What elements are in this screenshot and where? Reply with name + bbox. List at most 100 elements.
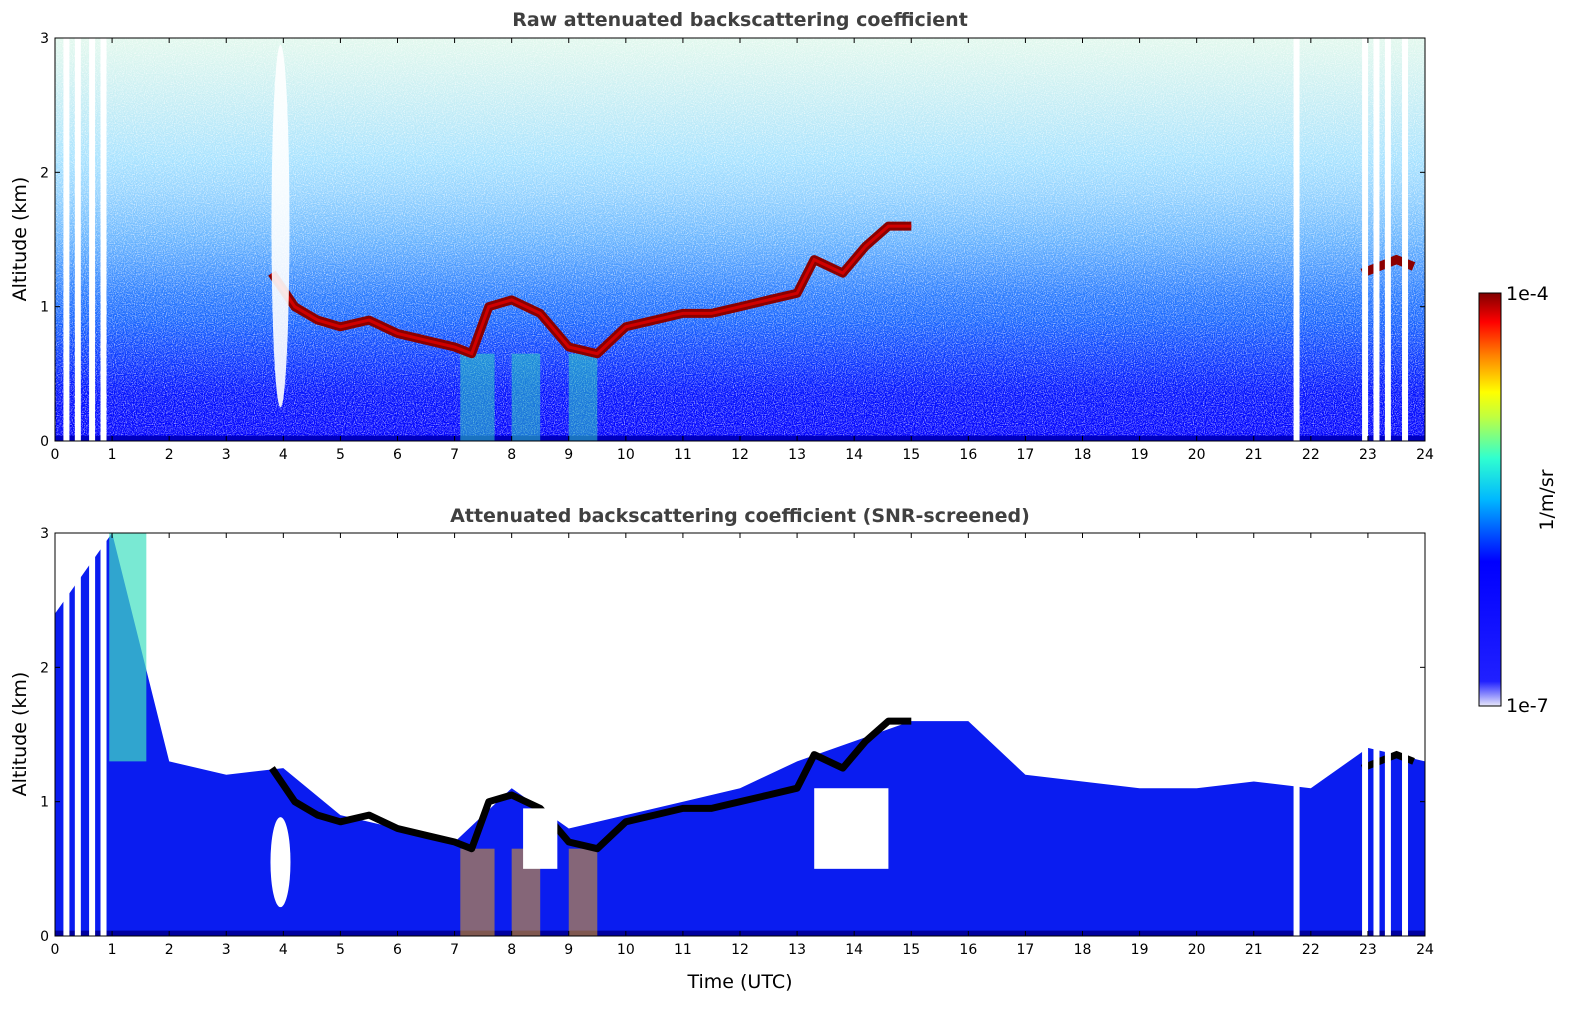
panel-screened-title: Attenuated backscattering coefficient (S… bbox=[450, 505, 1030, 527]
data-gap bbox=[1402, 533, 1409, 936]
data-gap bbox=[63, 533, 70, 936]
x-tick-label: 12 bbox=[731, 942, 749, 958]
x-tick-label: 7 bbox=[450, 447, 459, 463]
x-tick-label: 21 bbox=[1245, 447, 1263, 463]
panel-raw: Raw attenuated backscattering coefficien… bbox=[9, 9, 1434, 463]
x-tick-label: 16 bbox=[959, 447, 977, 463]
x-tick-label: 2 bbox=[165, 942, 174, 958]
x-tick-label: 23 bbox=[1359, 447, 1377, 463]
data-gap bbox=[89, 38, 96, 441]
panel-raw-plot-area bbox=[55, 38, 1425, 441]
x-tick-label: 15 bbox=[902, 942, 920, 958]
x-tick-label: 20 bbox=[1188, 447, 1206, 463]
precip-streak bbox=[460, 353, 495, 441]
x-tick-label: 3 bbox=[222, 447, 231, 463]
data-gap bbox=[1362, 38, 1369, 441]
panel-screened-ticks: 0 1 2 3 4 5 6 7 8 9 10 11 12 13 14 15 16 17 18 19 20 21 22 23 24… bbox=[40, 526, 1434, 958]
x-tick-label: 12 bbox=[731, 447, 749, 463]
y-tick-label: 0 bbox=[40, 434, 49, 450]
panel-screened-ylabel: Altitude (km) bbox=[9, 672, 31, 797]
y-tick-label: 1 bbox=[40, 795, 49, 811]
x-tick-label: 4 bbox=[279, 447, 288, 463]
x-tick-label: 13 bbox=[788, 942, 806, 958]
x-tick-label: 5 bbox=[336, 447, 345, 463]
x-tick-label: 18 bbox=[1074, 447, 1092, 463]
x-tick-label: 18 bbox=[1074, 942, 1092, 958]
colorbar-gradient bbox=[1478, 292, 1502, 707]
data-gap bbox=[63, 38, 70, 441]
data-gap bbox=[1384, 533, 1391, 936]
data-gap bbox=[100, 533, 107, 936]
data-gap bbox=[1402, 38, 1409, 441]
x-tick-label: 9 bbox=[564, 447, 573, 463]
cloud-base-layer bbox=[269, 717, 912, 853]
x-tick-label: 13 bbox=[788, 447, 806, 463]
x-tick-label: 14 bbox=[845, 447, 863, 463]
data-gap bbox=[1362, 533, 1369, 936]
panel-screened-plot-area bbox=[55, 533, 1425, 936]
panel-raw-title: Raw attenuated backscattering coefficien… bbox=[512, 9, 968, 31]
data-gap bbox=[1373, 533, 1380, 936]
y-tick-label: 3 bbox=[40, 526, 49, 542]
panel-raw-ylabel: Altitude (km) bbox=[9, 177, 31, 302]
x-tick-label: 4 bbox=[279, 942, 288, 958]
x-tick-label: 14 bbox=[845, 942, 863, 958]
x-tick-label: 10 bbox=[617, 942, 635, 958]
x-tick-label: 8 bbox=[507, 942, 516, 958]
screened-column bbox=[270, 817, 291, 908]
colorbar: 1e-4 1e-7 1/m/sr bbox=[1478, 283, 1558, 717]
y-tick-label: 3 bbox=[40, 31, 49, 47]
x-tick-label: 1 bbox=[108, 447, 117, 463]
screened-region bbox=[523, 808, 558, 869]
x-tick-label: 17 bbox=[1017, 447, 1035, 463]
y-tick-label: 2 bbox=[40, 165, 49, 181]
x-tick-label: 8 bbox=[507, 447, 516, 463]
x-tick-label: 6 bbox=[393, 447, 402, 463]
x-tick-label: 9 bbox=[564, 942, 573, 958]
x-tick-label: 11 bbox=[674, 942, 692, 958]
data-gap bbox=[100, 38, 107, 441]
x-axis-label: Time (UTC) bbox=[686, 971, 792, 993]
colorbar-min-label: 1e-7 bbox=[1506, 695, 1549, 717]
data-gap bbox=[1384, 38, 1391, 441]
precip-streak bbox=[568, 848, 598, 936]
x-tick-label: 5 bbox=[336, 942, 345, 958]
y-tick-label: 2 bbox=[40, 660, 49, 676]
x-tick-label: 11 bbox=[674, 447, 692, 463]
y-tick-label: 0 bbox=[40, 929, 49, 945]
x-tick-label: 22 bbox=[1302, 447, 1320, 463]
x-tick-label: 1 bbox=[108, 942, 117, 958]
precip-streak bbox=[568, 353, 598, 441]
data-gap bbox=[1293, 533, 1300, 936]
x-tick-label: 21 bbox=[1245, 942, 1263, 958]
attenuated-column bbox=[271, 44, 290, 408]
precip-streak bbox=[460, 848, 495, 936]
x-tick-label: 22 bbox=[1302, 942, 1320, 958]
colorbar-unit-label: 1/m/sr bbox=[1536, 469, 1558, 530]
precip-streak bbox=[511, 353, 541, 441]
colorbar-max-label: 1e-4 bbox=[1506, 283, 1549, 305]
x-tick-label: 7 bbox=[450, 942, 459, 958]
aerosol-plume bbox=[109, 533, 147, 762]
data-gap bbox=[1373, 38, 1380, 441]
x-tick-label: 17 bbox=[1017, 942, 1035, 958]
data-gap bbox=[1293, 38, 1300, 441]
x-tick-label: 19 bbox=[1131, 942, 1149, 958]
cloud-base-core bbox=[270, 224, 912, 356]
y-tick-label: 1 bbox=[40, 300, 49, 316]
x-tick-label: 2 bbox=[165, 447, 174, 463]
panel-screened: Attenuated backscattering coefficient (S… bbox=[9, 505, 1434, 993]
x-tick-label: 23 bbox=[1359, 942, 1377, 958]
x-tick-label: 16 bbox=[959, 942, 977, 958]
x-tick-label: 0 bbox=[51, 942, 60, 958]
x-tick-label: 6 bbox=[393, 942, 402, 958]
data-gap bbox=[89, 533, 96, 936]
boundary-layer-fill bbox=[55, 533, 1425, 936]
x-tick-label: 24 bbox=[1416, 447, 1434, 463]
x-tick-label: 0 bbox=[51, 447, 60, 463]
screened-region bbox=[814, 788, 889, 869]
x-tick-label: 20 bbox=[1188, 942, 1206, 958]
x-tick-label: 24 bbox=[1416, 942, 1434, 958]
x-tick-label: 10 bbox=[617, 447, 635, 463]
